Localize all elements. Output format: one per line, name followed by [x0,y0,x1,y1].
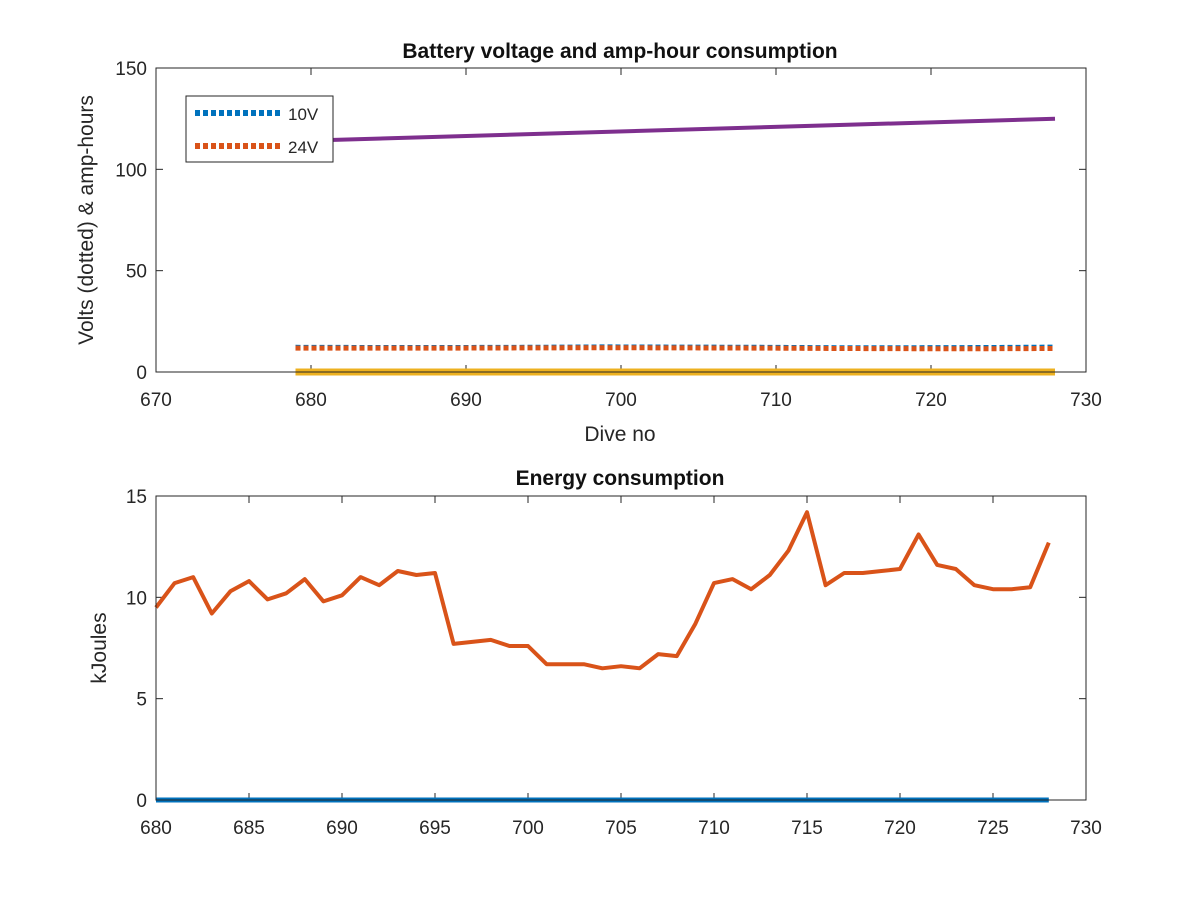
energy-x-tick-label: 725 [977,818,1009,839]
voltage-x-tick-label: 730 [1070,390,1102,411]
energy-y-tick-label: 15 [126,487,147,508]
energy-x-tick-label: 710 [698,818,730,839]
voltage-x-tick-label: 670 [140,390,172,411]
voltage-y-tick-label: 0 [136,363,147,384]
energy-x-tick-label: 715 [791,818,823,839]
energy-axes-box [155,495,1087,801]
voltage-x-axis-label: Dive no [584,423,655,446]
energy-x-tick-label: 720 [884,818,916,839]
voltage-y-tick-label: 50 [126,262,147,283]
legend-label-24v: 24V [288,138,319,157]
voltage-y-tick-label: 150 [115,59,147,80]
energy-x-tick-label: 690 [326,818,358,839]
energy-x-tick-label: 705 [605,818,637,839]
voltage-x-tick-label: 680 [295,390,327,411]
energy-panel: Energy consumption kJoules 680 685 690 695 7… [88,467,1102,839]
voltage-x-tick-label: 710 [760,390,792,411]
energy-chart-title: Energy consumption [516,467,725,490]
voltage-y-tick-label: 100 [115,160,147,181]
legend: 10V 24V [185,95,334,163]
voltage-y-axis-label: Volts (dotted) & amp-hours [75,95,98,345]
voltage-x-tick-label: 690 [450,390,482,411]
energy-y-tick-label: 0 [136,791,147,812]
voltage-x-tick-label: 700 [605,390,637,411]
voltage-chart-title: Battery voltage and amp-hour consumption [402,40,837,63]
voltage-x-tick-label: 720 [915,390,947,411]
energy-y-tick-label: 10 [126,588,147,609]
energy-x-tick-label: 695 [419,818,451,839]
energy-y-axis-label: kJoules [88,612,111,683]
energy-x-tick-label: 680 [140,818,172,839]
voltage-axes-box [155,67,1087,373]
voltage-axis-ticks: 670 680 690 700 710 720 730 0 50 100 150 [115,59,1102,411]
energy-x-tick-label: 685 [233,818,265,839]
voltage-panel: Battery voltage and amp-hour consumption… [75,40,1102,446]
voltage-series-line-3 [295,116,1056,143]
energy-series-line-0 [154,510,1051,671]
energy-axis-ticks: 680 685 690 695 700 705 710 715 720 725 730 0 5 10 15 [126,487,1102,839]
energy-x-tick-label: 700 [512,818,544,839]
legend-box [185,95,334,163]
energy-y-tick-label: 5 [136,690,147,711]
voltage-series-line-1 [295,345,1056,352]
energy-x-tick-label: 730 [1070,818,1102,839]
legend-label-10v: 10V [288,105,319,124]
